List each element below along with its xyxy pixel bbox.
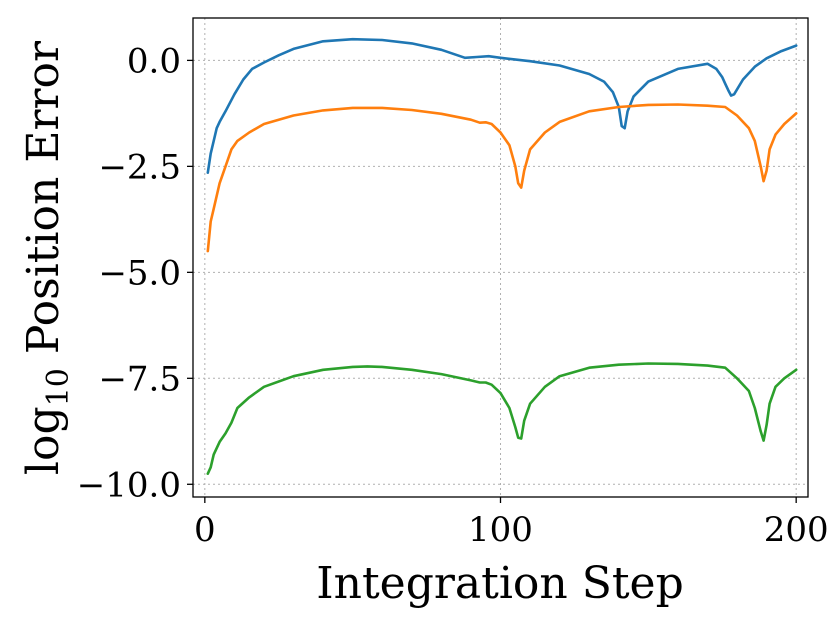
x-tick-label: 100 (468, 510, 533, 550)
series-line-1 (206, 37, 798, 174)
y-axis-label-log: log (18, 406, 69, 475)
x-axis-label: Integration Step (316, 558, 683, 609)
y-tick-label: −10.0 (77, 465, 181, 505)
series-layer (206, 37, 798, 476)
y-tick-label: 0.0 (127, 41, 181, 81)
y-axis-label-rest: Position Error (18, 40, 69, 368)
y-axis-label: log10 Position Error (18, 40, 76, 475)
grid-layer (193, 18, 808, 497)
series-line-2 (206, 103, 798, 253)
y-tick-label: −7.5 (98, 359, 181, 399)
y-tick-label: −2.5 (98, 147, 181, 187)
tick-layer: 0 100 200 0.0 −2.5 −5.0 −7.5 −10.0 (77, 41, 829, 550)
y-tick-label: −5.0 (98, 253, 181, 293)
series-line-3 (206, 362, 798, 476)
x-tick-label: 0 (194, 510, 216, 550)
y-axis-label-subscript: 10 (41, 368, 76, 406)
x-tick-label: 200 (764, 510, 829, 550)
